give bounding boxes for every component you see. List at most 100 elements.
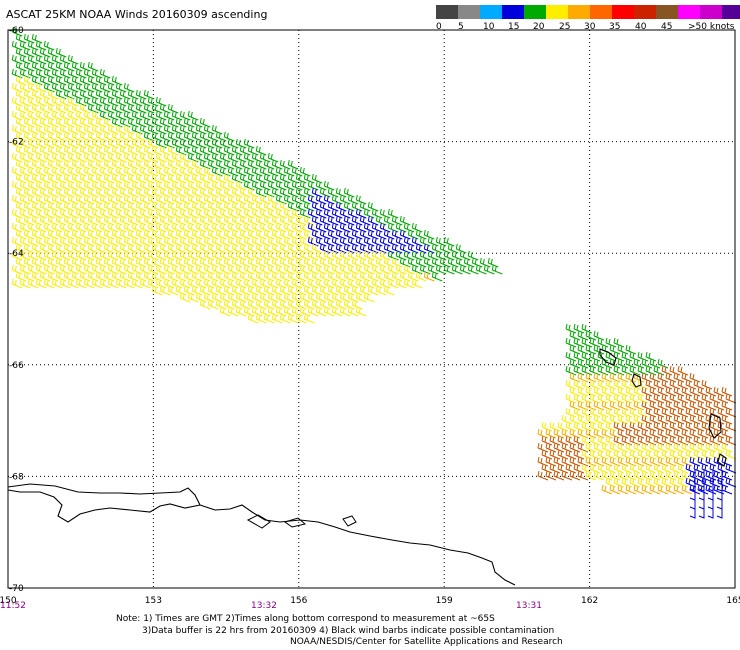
- wind-barb: [585, 470, 597, 481]
- wind-barb: [107, 278, 119, 289]
- wind-barb: [131, 278, 143, 289]
- wind-barb: [83, 278, 95, 289]
- time-label: 13:32: [251, 601, 277, 611]
- wind-barb: [51, 278, 63, 289]
- colorbar-tick-label: 10: [483, 22, 495, 32]
- wind-barb: [689, 506, 696, 519]
- wind-barb: [303, 313, 315, 324]
- wind-barb: [725, 421, 737, 432]
- wind-barb: [681, 484, 693, 495]
- colorbar-swatch: [568, 5, 590, 19]
- wind-barb: [315, 306, 327, 317]
- wind-barb: [307, 306, 319, 317]
- wind-barb: [263, 313, 275, 324]
- wind-barb: [617, 484, 629, 495]
- wind-barb: [725, 463, 737, 474]
- wind-barb: [279, 313, 291, 324]
- wind-barb: [491, 264, 503, 275]
- wind-barb: [725, 435, 737, 446]
- longitude-label: 156: [290, 596, 307, 606]
- wind-speed-colorbar: [436, 5, 740, 19]
- wind-barb: [355, 292, 367, 303]
- colorbar-swatch: [722, 5, 740, 19]
- colorbar-ticks: 0 5 10 15 20 25 30 35 40 45 >50 knots: [436, 22, 736, 36]
- wind-barb: [331, 306, 343, 317]
- wind-barb: [295, 313, 307, 324]
- latitude-label: -70: [9, 584, 24, 594]
- wind-barb: [91, 278, 103, 289]
- coast-inlet: [246, 514, 357, 529]
- island-2: [631, 373, 642, 388]
- longitude-label: 159: [436, 596, 453, 606]
- wind-barb: [545, 470, 557, 481]
- wind-barb: [59, 278, 71, 289]
- colorbar-swatch: [436, 5, 458, 19]
- wind-barb: [167, 285, 179, 296]
- colorbar-swatch: [678, 5, 700, 19]
- colorbar-swatch: [634, 5, 656, 19]
- wind-barb: [705, 484, 717, 495]
- wind-barb: [431, 271, 443, 282]
- colorbar-tick-label: >50 knots: [688, 22, 735, 32]
- wind-barb: [255, 313, 267, 324]
- colorbar-tick-label: 35: [609, 22, 621, 32]
- wind-barb: [459, 264, 471, 275]
- wind-barb: [633, 484, 645, 495]
- island-4: [717, 453, 727, 467]
- colorbar-swatch: [700, 5, 722, 19]
- latitude-label: -66: [9, 361, 24, 371]
- colorbar-tick-label: 0: [436, 22, 442, 32]
- note-line-2: 3)Data buffer is 22 hrs from 20160309 4)…: [142, 626, 555, 636]
- wind-barb: [443, 264, 455, 275]
- latitude-label: -60: [9, 26, 24, 36]
- wind-barb: [75, 278, 87, 289]
- colorbar-tick-label: 5: [458, 22, 464, 32]
- wind-barb: [115, 278, 127, 289]
- wind-barb: [483, 264, 495, 275]
- wind-barb: [698, 506, 705, 519]
- wind-barb: [467, 264, 479, 275]
- colorbar-swatch: [546, 5, 568, 19]
- longitude-label: 165: [726, 596, 740, 606]
- wind-barb: [43, 278, 55, 289]
- wind-barb: [247, 313, 259, 324]
- colorbar-swatch: [458, 5, 480, 19]
- wind-barb: [139, 278, 151, 289]
- wind-barb: [179, 292, 191, 303]
- wind-barb: [553, 470, 565, 481]
- wind-barb: [411, 278, 423, 289]
- wind-barb: [11, 278, 23, 289]
- wind-barb: [593, 470, 605, 481]
- longitude-label: 153: [145, 596, 162, 606]
- colorbar-tick-label: 25: [559, 22, 571, 32]
- wind-barb: [375, 285, 387, 296]
- wind-barb: [577, 470, 589, 481]
- colorbar-tick-label: 40: [635, 22, 647, 32]
- longitude-label: 150: [0, 596, 17, 606]
- wind-barb: [27, 278, 39, 289]
- colorbar-swatch: [480, 5, 502, 19]
- colorbar-swatch: [590, 5, 612, 19]
- wind-barb: [159, 285, 171, 296]
- wind-barb: [151, 285, 163, 296]
- wind-barb: [403, 278, 415, 289]
- wind-barb: [423, 271, 435, 282]
- wind-barb: [339, 306, 351, 317]
- wind-barb: [387, 278, 399, 289]
- wind-barb: [657, 484, 669, 495]
- wind-barb: [707, 506, 714, 519]
- colorbar-tick-label: 20: [533, 22, 545, 32]
- wind-barb: [363, 292, 375, 303]
- note-line-1: Note: 1) Times are GMT 2)Times along bot…: [116, 614, 495, 624]
- wind-barb: [199, 299, 211, 310]
- wind-barb: [725, 449, 737, 460]
- colorbar-swatch: [612, 5, 634, 19]
- wind-barb: [665, 484, 677, 495]
- wind-barb: [569, 470, 581, 481]
- wind-barb: [725, 393, 737, 404]
- wind-barb: [271, 313, 283, 324]
- wind-barb: [415, 271, 427, 282]
- wind-barbs: [11, 26, 737, 519]
- wind-barb: [19, 278, 31, 289]
- time-label: 13:31: [516, 601, 542, 611]
